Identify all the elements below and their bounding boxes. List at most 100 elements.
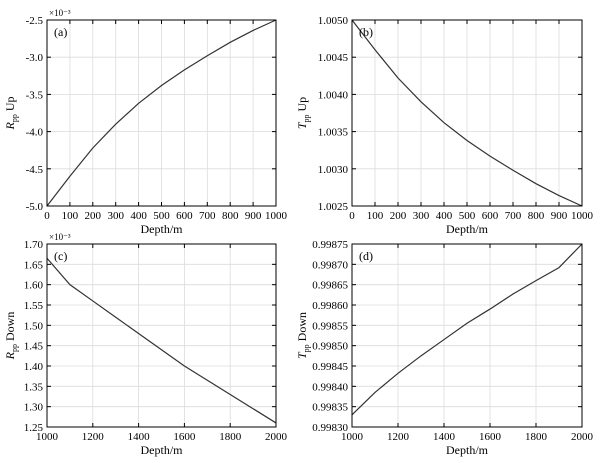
y-tick-label: 1.0030 (318, 164, 349, 176)
y-axis-label-main: R (3, 122, 17, 131)
x-tick-label: 2000 (265, 431, 288, 443)
y-tick-label: 0.99840 (312, 381, 348, 393)
y-tick-label: -3.5 (26, 89, 44, 101)
x-axis-label: Depth/m (141, 443, 184, 457)
series-line (46, 257, 277, 424)
y-tick-label: 1.40 (24, 361, 44, 373)
x-tick-label: 400 (130, 210, 147, 222)
x-tick-label: 100 (367, 210, 384, 222)
y-tick-label: 1.50 (24, 320, 44, 332)
y-axis-label-sub: pp (10, 114, 19, 122)
y-axis-label-tail: Up (3, 96, 17, 114)
x-tick-label: 100 (62, 210, 79, 222)
y-tick-label: -2.5 (26, 15, 44, 27)
plot-frame (351, 19, 583, 207)
x-tick-label: 500 (153, 210, 170, 222)
panel-label: (c) (54, 249, 67, 263)
x-tick-label: 2000 (571, 431, 594, 443)
x-tick-label: 1200 (387, 431, 410, 443)
plot-frame (351, 243, 583, 428)
y-axis-label-main: T (295, 351, 309, 359)
y-tick-label: 1.0025 (318, 201, 349, 213)
x-tick-label: 1800 (525, 431, 548, 443)
y-tick-label: 1.65 (24, 259, 44, 271)
y-axis-label-sub: pp (302, 114, 311, 122)
x-tick-label: 300 (413, 210, 430, 222)
y-axis-label-tail: Up (295, 97, 309, 115)
x-tick-label: 1400 (128, 431, 151, 443)
y-tick-label: 0.99860 (312, 300, 348, 312)
plot-frame (46, 243, 277, 428)
x-tick-label: 500 (459, 210, 476, 222)
x-tick-label: 200 (390, 210, 407, 222)
y-tick-label: 1.0035 (318, 127, 349, 139)
x-tick-label: 1000 (36, 431, 59, 443)
x-tick-label: 1000 (265, 210, 288, 222)
y-tick-label: 1.0045 (318, 52, 349, 64)
y-axis-label: Rpp Up (3, 96, 19, 130)
y-tick-label: -4.5 (26, 164, 44, 176)
panel-a: 0 100 200 300 400 500 600 700 800 900 1000 -5.0 -4.5… (3, 8, 288, 236)
y-tick-label: 1.60 (24, 280, 44, 292)
y-axis-label: Rpp Down (3, 312, 19, 361)
y-tick-label: 1.0050 (318, 15, 349, 27)
y-tick-label: 0.99875 (312, 239, 348, 251)
x-tick-label: 300 (107, 210, 124, 222)
series-line (46, 19, 277, 207)
y-tick-label: 1.55 (24, 300, 44, 312)
y-tick-label: 0.99830 (312, 422, 348, 434)
x-tick-label: 800 (528, 210, 545, 222)
y-tick-label: 1.45 (24, 341, 44, 353)
x-tick-label: 1000 (341, 431, 364, 443)
x-tick-label: 1800 (219, 431, 242, 443)
x-tick-label: 1600 (173, 431, 196, 443)
x-axis-label: Depth/m (446, 222, 489, 236)
y-tick-label: 1.70 (24, 239, 44, 251)
x-axis-label: Depth/m (141, 222, 184, 236)
series-line (351, 243, 583, 416)
panel-label: (d) (359, 249, 373, 263)
y-axis-label-sub: pp (10, 344, 19, 352)
x-tick-label: 900 (245, 210, 262, 222)
y-axis-label: Tpp Down (295, 312, 311, 359)
y-tick-label: 0.99870 (312, 259, 348, 271)
x-tick-label: 700 (199, 210, 216, 222)
y-tick-label: -4.0 (26, 127, 44, 139)
y-tick-label: -5.0 (26, 201, 44, 213)
y-tick-label: 1.30 (24, 402, 44, 414)
y-tick-label: 1.0040 (318, 89, 349, 101)
y-axis-label-main: T (295, 121, 309, 129)
x-axis-label: Depth/m (446, 443, 489, 457)
x-tick-label: 1200 (82, 431, 105, 443)
x-tick-label: 600 (176, 210, 193, 222)
x-tick-label: 1600 (479, 431, 502, 443)
x-tick-label: 200 (85, 210, 102, 222)
y-tick-label: 1.25 (24, 422, 44, 434)
series-line (351, 19, 583, 207)
y-tick-label: -3.0 (26, 52, 44, 64)
plot-frame (46, 19, 277, 207)
y-axis-label-tail: Down (3, 312, 17, 344)
axis-multiplier: ×10⁻³ (49, 232, 71, 242)
y-axis-label-tail: Down (295, 312, 309, 344)
axis-multiplier: ×10⁻³ (49, 8, 71, 18)
y-axis-label-sub: pp (302, 344, 311, 352)
panel-d: 1000 1200 1400 1600 1800 2000 0.99830 0.99835 0.… (295, 239, 594, 457)
y-tick-label: 1.35 (24, 381, 44, 393)
x-tick-label: 700 (505, 210, 522, 222)
y-axis-label: Tpp Up (295, 97, 311, 129)
panel-label: (b) (359, 25, 373, 39)
x-tick-label: 400 (436, 210, 453, 222)
y-tick-label: 0.99855 (312, 320, 348, 332)
y-tick-label: 0.99865 (312, 280, 348, 292)
x-tick-label: 800 (222, 210, 239, 222)
panel-b: 0 100 200 300 400 500 600 700 800 900 1000 1.0025 1.… (295, 15, 594, 236)
x-tick-label: 1000 (571, 210, 594, 222)
x-tick-label: 900 (551, 210, 568, 222)
x-tick-label: 600 (482, 210, 499, 222)
y-axis-label-main: R (3, 351, 17, 360)
y-tick-label: 0.99835 (312, 402, 348, 414)
x-tick-label: 0 (349, 210, 355, 222)
y-tick-label: 0.99845 (312, 361, 348, 373)
